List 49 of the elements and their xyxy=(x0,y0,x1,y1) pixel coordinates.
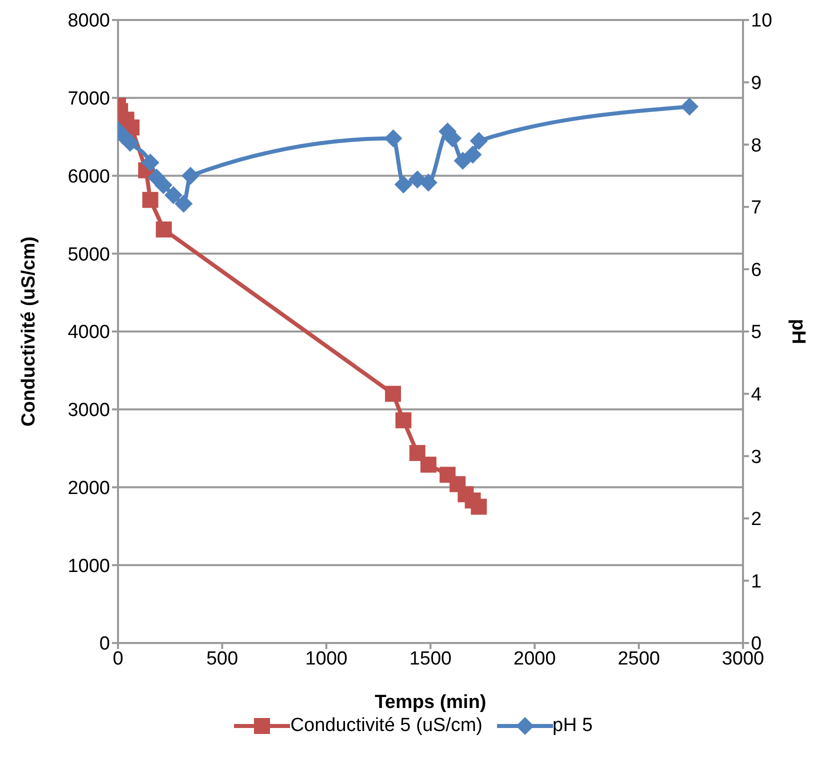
point xyxy=(420,456,436,473)
point xyxy=(142,192,158,208)
x-tick-label: 2500 xyxy=(618,648,660,670)
y-tick-label: 7000 xyxy=(68,88,110,110)
point xyxy=(470,132,488,150)
y-tick-label: 0 xyxy=(99,634,110,655)
point xyxy=(384,129,402,148)
x-tick-label: 500 xyxy=(206,648,238,670)
x-tick-label: 1500 xyxy=(409,648,452,670)
y2-tick-label: 2 xyxy=(751,509,762,530)
y-axis-title: Conductivité (uS/cm) xyxy=(18,236,40,427)
y-tick-label: 8000 xyxy=(68,10,110,32)
y2-tick-label: 5 xyxy=(751,322,762,344)
y2-tick-label: 4 xyxy=(751,384,762,406)
y2-tick-label: 8 xyxy=(751,135,762,156)
point xyxy=(409,444,426,461)
point xyxy=(141,154,160,172)
point xyxy=(419,174,438,192)
y-tick-label: 1000 xyxy=(68,556,110,577)
y-tick-label: 6000 xyxy=(68,166,110,188)
point xyxy=(182,166,200,185)
legend-label: pH 5 xyxy=(552,715,593,737)
y-tick-label: 3000 xyxy=(68,400,110,422)
y2-tick-label: 7 xyxy=(751,198,762,219)
point xyxy=(394,175,412,194)
y2-tick-label: 1 xyxy=(751,571,762,592)
y-tick-label: 5000 xyxy=(68,244,110,266)
point xyxy=(121,134,140,152)
y-tick-label: 2000 xyxy=(68,478,110,499)
point xyxy=(154,176,172,194)
legend-label: Conductivité 5 (uS/cm) xyxy=(290,715,483,737)
point xyxy=(174,194,193,213)
y2-tick-label: 9 xyxy=(751,73,762,94)
point xyxy=(385,386,401,402)
x-axis-title: Temps (min) xyxy=(374,692,486,713)
x-tick-label: 0 xyxy=(112,648,124,670)
y2-tick-label: 6 xyxy=(751,260,762,281)
point xyxy=(156,221,172,238)
point xyxy=(454,152,472,170)
point xyxy=(164,186,182,204)
y2-tick-label: 10 xyxy=(751,10,772,32)
point xyxy=(464,146,482,164)
x-tick-label: 2000 xyxy=(514,648,556,670)
y2-tick-label: 3 xyxy=(751,446,762,468)
y-tick-label: 4000 xyxy=(68,322,110,344)
x-tick-label: 1000 xyxy=(305,648,348,670)
point xyxy=(395,412,412,428)
point xyxy=(680,98,698,116)
y2-axis-title: pH xyxy=(787,318,808,344)
